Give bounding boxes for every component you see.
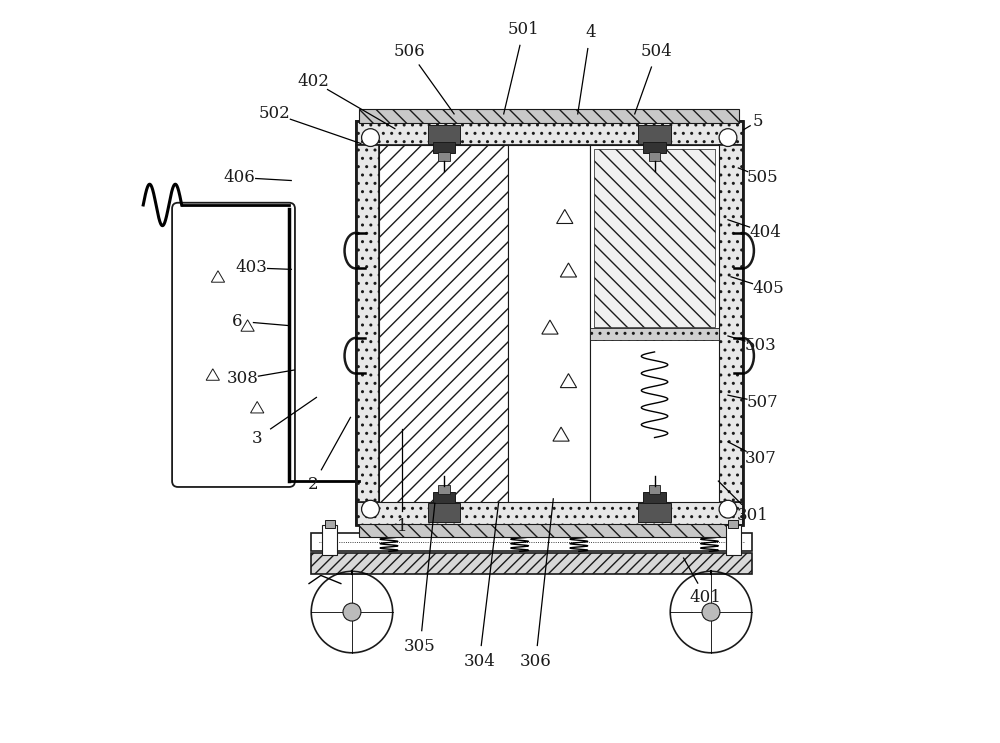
Bar [638,503,671,522]
Text: 307: 307 [745,450,776,467]
Bar [356,121,743,145]
Bar [433,492,455,503]
Bar [311,533,752,551]
Bar [359,109,739,123]
Text: 301: 301 [737,507,769,525]
Bar [379,145,508,502]
Text: 504: 504 [641,43,673,60]
Bar [590,145,719,502]
Text: 306: 306 [520,653,551,670]
Text: 305: 305 [404,638,436,655]
Text: 507: 507 [747,394,779,411]
Bar [638,125,671,143]
Bar [356,121,743,525]
Bar [438,152,450,160]
Bar [356,145,379,502]
Bar [322,525,337,555]
Bar [649,152,660,160]
Bar [433,142,455,153]
Text: 503: 503 [745,337,776,354]
Text: 304: 304 [463,653,495,670]
Text: 4: 4 [585,24,596,41]
Text: 3: 3 [252,429,263,447]
Bar [438,484,450,493]
Text: 502: 502 [259,106,291,123]
Circle shape [719,129,737,146]
Text: 506: 506 [394,43,426,60]
Text: 1: 1 [397,519,408,536]
Bar [594,149,715,327]
Text: 501: 501 [508,21,540,38]
Text: 406: 406 [224,169,255,186]
FancyBboxPatch shape [172,203,295,487]
Bar [428,503,460,522]
Bar [643,142,666,153]
Bar [428,125,460,143]
Bar [590,328,719,340]
Text: 405: 405 [752,280,784,297]
Bar [379,145,719,502]
Bar [719,145,743,502]
Text: 2: 2 [308,476,319,493]
Circle shape [362,129,379,146]
Text: 402: 402 [298,73,329,90]
Bar [182,212,285,477]
Bar [643,492,666,503]
Text: 6: 6 [232,313,242,330]
Bar [726,525,741,555]
Text: 505: 505 [747,169,779,186]
Text: 5: 5 [752,113,763,130]
Circle shape [719,500,737,518]
Circle shape [362,500,379,518]
Circle shape [670,571,752,653]
Bar [325,520,335,528]
Text: 401: 401 [690,588,722,606]
Circle shape [311,571,393,653]
Text: 403: 403 [235,259,267,276]
Circle shape [702,603,720,621]
Text: 308: 308 [226,371,258,387]
Bar [359,524,739,537]
Text: 404: 404 [749,224,781,241]
Bar [649,484,660,493]
Bar [508,145,590,502]
Circle shape [343,603,361,621]
Bar [311,553,752,574]
Bar [356,502,743,525]
Bar [728,520,738,528]
